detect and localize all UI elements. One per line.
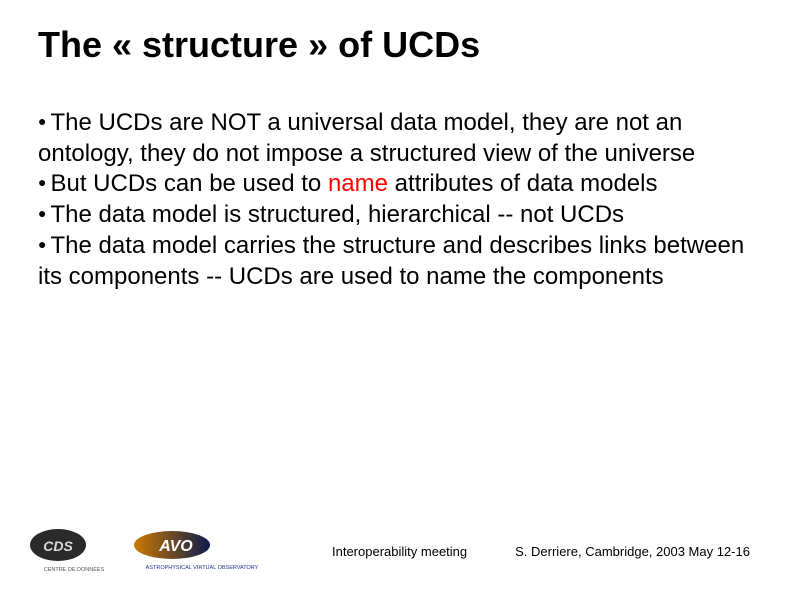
bullet-item: ●The data model is structured, hierarchi… <box>38 200 756 231</box>
svg-text:ASTROPHYSICAL VIRTUAL OBSERVAT: ASTROPHYSICAL VIRTUAL OBSERVATORY <box>146 565 259 571</box>
slide-title: The « structure » of UCDs <box>38 24 480 66</box>
bullet-glyph: ● <box>38 236 46 254</box>
bullet-text-highlight: name <box>328 170 388 197</box>
footer-author-date: S. Derriere, Cambridge, 2003 May 12-16 <box>515 544 750 559</box>
avo-logo-icon: AVO ASTROPHYSICAL VIRTUAL OBSERVATORY <box>132 529 272 573</box>
bullet-glyph: ● <box>38 174 46 192</box>
bullet-text: The UCDs are NOT a universal data model,… <box>38 109 695 167</box>
svg-text:CENTRE DE DONNÉES: CENTRE DE DONNÉES <box>44 566 105 573</box>
bullet-text: But UCDs can be used to <box>50 170 327 197</box>
cds-logo-icon: CDS CENTRE DE DONNÉES <box>28 527 120 575</box>
bullet-glyph: ● <box>38 205 46 223</box>
slide-footer: CDS CENTRE DE DONNÉES AVO ASTROPHYSICAL … <box>0 515 794 575</box>
slide-body: ●The UCDs are NOT a universal data model… <box>38 108 756 292</box>
bullet-text: The data model is structured, hierarchic… <box>50 201 624 228</box>
bullet-item: ●The UCDs are NOT a universal data model… <box>38 108 756 169</box>
footer-meeting: Interoperability meeting <box>332 544 467 559</box>
bullet-glyph: ● <box>38 113 46 131</box>
footer-text: Interoperability meeting S. Derriere, Ca… <box>332 544 750 559</box>
bullet-item: ●But UCDs can be used to name attributes… <box>38 169 756 200</box>
footer-logos: CDS CENTRE DE DONNÉES AVO ASTROPHYSICAL … <box>28 527 272 575</box>
bullet-item: ●The data model carries the structure an… <box>38 231 756 292</box>
bullet-text: attributes of data models <box>388 170 657 197</box>
svg-text:CDS: CDS <box>43 538 73 554</box>
svg-text:AVO: AVO <box>158 538 193 555</box>
bullet-text: The data model carries the structure and… <box>38 232 744 290</box>
